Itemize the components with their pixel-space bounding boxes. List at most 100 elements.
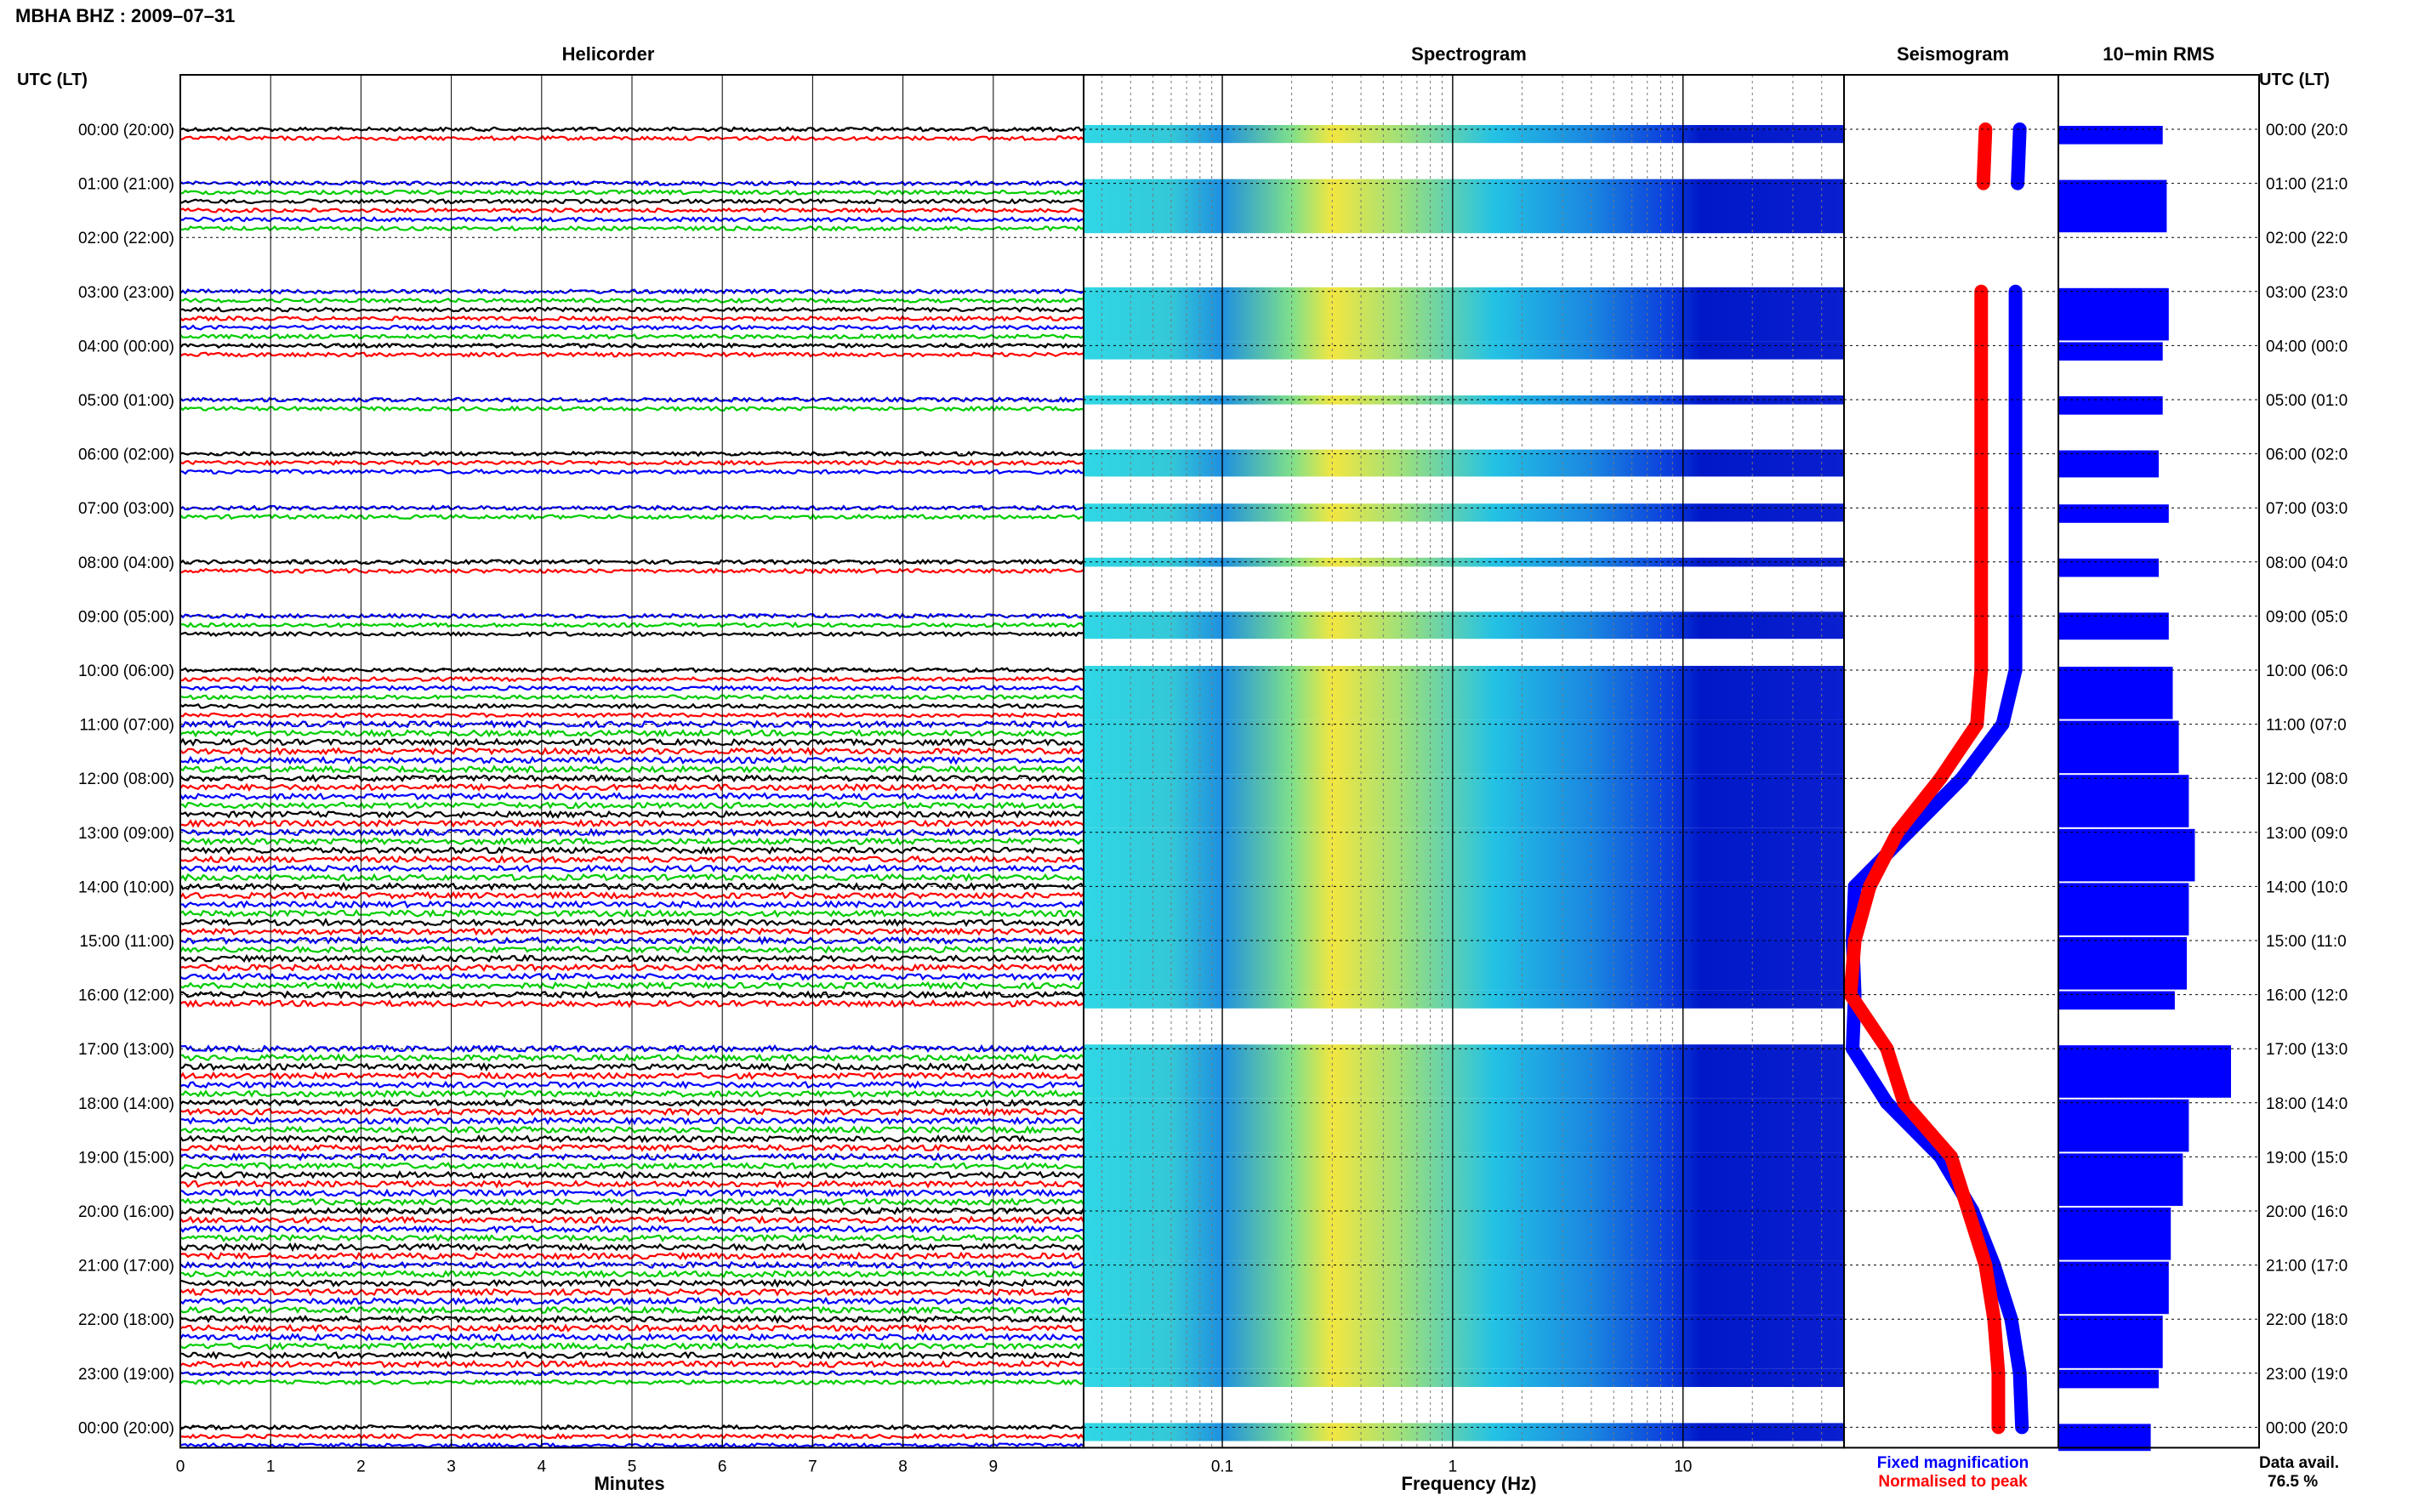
hour-label-left: 14:00 (10:00) xyxy=(78,878,174,896)
hour-label-left: 22:00 (18:00) xyxy=(78,1311,174,1329)
spectrogram-band xyxy=(1084,1368,1844,1387)
seismogram-red-segment xyxy=(1961,1204,1993,1272)
rms-panel-title: 10−min RMS xyxy=(2103,43,2214,65)
rms-bar xyxy=(2058,883,2189,935)
spectrogram-x-tick-label: 1 xyxy=(1449,1458,1458,1475)
seismogram-red-segment xyxy=(1897,1095,1958,1164)
helicorder-x-tick-label: 1 xyxy=(266,1458,276,1475)
hour-label-left: 18:00 (14:00) xyxy=(78,1095,174,1113)
helicorder-x-tick-label: 6 xyxy=(718,1458,727,1475)
helicorder-x-tick-label: 8 xyxy=(898,1458,908,1475)
seismogram-red-segment xyxy=(1933,717,1984,786)
hour-label-left: 05:00 (01:00) xyxy=(78,392,174,410)
hour-label-right: 07:00 (03:0 xyxy=(2266,500,2348,518)
hour-label-left: 09:00 (05:00) xyxy=(78,608,174,626)
rms-plot xyxy=(2058,126,2231,1452)
hour-label-left: 20:00 (16:00) xyxy=(78,1203,174,1221)
rms-bar xyxy=(2058,1261,2169,1315)
seismogram-blue-segment xyxy=(1901,771,1969,839)
seismogram-red-segment xyxy=(1944,1150,1976,1218)
hour-label-right: 02:00 (22:0 xyxy=(2266,230,2348,247)
hour-label-right: 15:00 (11:0 xyxy=(2266,933,2347,951)
spectrogram-panel-title: Spectrogram xyxy=(1411,43,1527,65)
hour-label-left: 04:00 (00:00) xyxy=(78,338,174,355)
spectrogram-band xyxy=(1084,1423,1844,1441)
time-axis-label-left: UTC (LT) xyxy=(17,71,88,89)
seismogram-blue-segment xyxy=(1987,1258,2018,1327)
seismogram-blue-segment xyxy=(1955,717,2010,786)
hour-label-right: 18:00 (14:0 xyxy=(2266,1095,2348,1113)
hour-label-right: 01:00 (21:0 xyxy=(2266,176,2348,194)
helicorder-x-tick-label: 7 xyxy=(808,1458,817,1475)
seismogram-blue-segment xyxy=(1846,1042,1894,1110)
rms-bar xyxy=(2058,828,2195,882)
x-axes: 0 1 2 3 4 5 6 7 8 9 0.1 1 10 xyxy=(176,1439,1692,1475)
hour-label-right: 03:00 (23:0 xyxy=(2266,284,2348,302)
rms-bar xyxy=(2058,937,2187,990)
hour-label-left: 11:00 (07:00) xyxy=(79,717,174,735)
hour-label-right: 00:00 (20:0 xyxy=(2266,1419,2348,1437)
hour-label-left: 06:00 (02:00) xyxy=(78,446,174,464)
hour-label-right: 19:00 (15:0 xyxy=(2266,1149,2348,1167)
seismogram-blue-segment xyxy=(2011,122,2027,190)
hour-label-left: 02:00 (22:00) xyxy=(78,230,174,247)
hour-label-right: 22:00 (18:0 xyxy=(2266,1311,2348,1329)
hour-label-right: 06:00 (02:0 xyxy=(2266,446,2348,464)
seismogram-blue-segment xyxy=(1880,1095,1948,1164)
helicorder-x-tick-label: 0 xyxy=(176,1458,185,1475)
rms-bar xyxy=(2058,126,2163,145)
spectrogram-band xyxy=(1084,1315,1844,1369)
spectrogram-x-axis-label: Frequency (Hz) xyxy=(1402,1473,1537,1494)
spectrogram-band xyxy=(1084,125,1844,144)
hour-label-left: 23:00 (19:00) xyxy=(78,1366,174,1384)
rms-bar xyxy=(2058,612,2169,640)
hour-label-left: 08:00 (04:00) xyxy=(78,554,174,572)
seismogram-red-segment xyxy=(1891,771,1948,839)
hour-label-right: 13:00 (09:0 xyxy=(2266,825,2348,843)
rms-bar xyxy=(2058,342,2163,361)
rms-bar xyxy=(2058,1316,2163,1368)
rms-bar xyxy=(2058,1153,2183,1206)
spectrogram-band xyxy=(1084,1260,1844,1316)
hour-label-right: 23:00 (19:0 xyxy=(2266,1366,2348,1384)
spectrogram-band xyxy=(1084,179,1844,234)
hour-label-right: 11:00 (07:0 xyxy=(2266,717,2347,735)
hour-label-left: 16:00 (12:00) xyxy=(78,987,174,1005)
helicorder-x-tick-label: 9 xyxy=(989,1458,999,1475)
rms-bar xyxy=(2058,1424,2151,1452)
helicorder-x-tick-label: 5 xyxy=(628,1458,637,1475)
spectrogram-band xyxy=(1084,395,1844,405)
hour-label-left: 17:00 (13:00) xyxy=(78,1041,174,1059)
hour-label-right: 09:00 (05:0 xyxy=(2266,608,2348,626)
rms-bar xyxy=(2058,396,2163,415)
hour-label-right: 00:00 (20:0 xyxy=(2266,122,2348,139)
hour-labels-right: 00:00 (20:0 01:00 (21:0 02:00 (22:0 03:00 (… xyxy=(2266,122,2348,1437)
helicorder-panel-title: Helicorder xyxy=(562,43,655,65)
seismogram-blue-segment xyxy=(2012,1366,2029,1435)
rms-bar xyxy=(2058,991,2175,1010)
hour-label-right: 16:00 (12:0 xyxy=(2266,987,2348,1005)
rms-bar xyxy=(2058,775,2189,827)
spectrogram-band xyxy=(1084,774,1844,828)
rms-bar xyxy=(2058,720,2179,774)
legend-normalised-to-peak: Normalised to peak xyxy=(1878,1473,2028,1491)
rms-bar xyxy=(2058,1208,2171,1260)
hour-label-left: 03:00 (23:00) xyxy=(78,284,174,302)
spectrogram-band xyxy=(1084,341,1844,360)
hour-label-left: 21:00 (17:00) xyxy=(78,1258,174,1276)
helicorder-x-tick-label: 3 xyxy=(447,1458,456,1475)
hour-label-left: 13:00 (09:00) xyxy=(78,825,174,843)
rms-bar xyxy=(2058,450,2159,478)
spectrogram-x-tick-label: 10 xyxy=(1674,1458,1692,1475)
hour-label-right: 12:00 (08:0 xyxy=(2266,770,2348,788)
spectrogram-band xyxy=(1084,719,1844,775)
spectrogram-band xyxy=(1084,503,1844,522)
rms-bar xyxy=(2058,1369,2159,1389)
seismogram-red-segment xyxy=(1978,1258,2001,1327)
hour-label-right: 04:00 (00:0 xyxy=(2266,338,2348,355)
hour-gridlines xyxy=(180,75,2259,1448)
helicorder-x-tick-label: 4 xyxy=(538,1458,547,1475)
seismogram-red-segment xyxy=(1880,1042,1911,1110)
seismogram-plot xyxy=(1843,122,2029,1435)
hour-labels-left: 00:00 (20:00) 01:00 (21:00) 02:00 (22:00) 0… xyxy=(78,122,174,1437)
